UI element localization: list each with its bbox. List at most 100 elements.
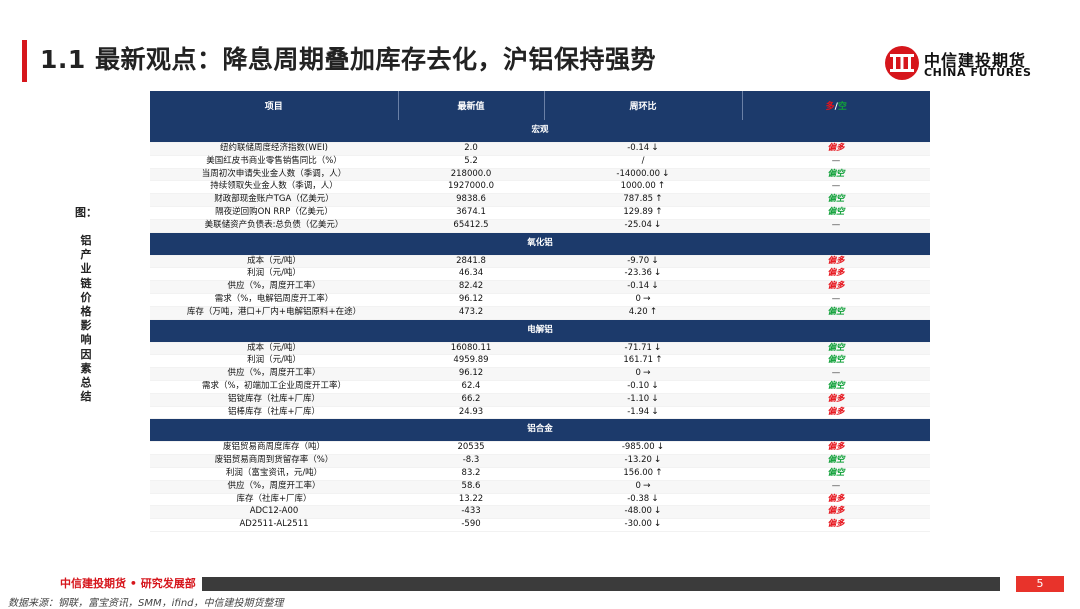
section-row: 氧化铝: [150, 232, 930, 256]
item-cell: 供应（%，周度开工率）: [150, 480, 398, 494]
table-row: 利润（元/吨） 4959.89 161.71 ↑ 偏空: [150, 354, 930, 369]
item-cell: 需求（%，电解铝周度开工率）: [150, 293, 398, 307]
latest-value-cell: 13.22: [398, 493, 544, 507]
item-cell: 美国红皮书商业零售销售同比（%）: [150, 155, 398, 169]
trend-arrow-icon: ↓: [653, 506, 662, 517]
figure-label-chars: 铝产业链价格影响因素总结: [74, 234, 98, 404]
signal-cell: 偏多: [742, 406, 930, 420]
item-cell: 铝棒库存（社库+厂库）: [150, 406, 398, 420]
change-cell: 156.00 ↑: [544, 467, 742, 481]
latest-value-cell: 473.2: [398, 306, 544, 320]
section-row: 电解铝: [150, 319, 930, 343]
trend-arrow-icon: ↓: [651, 406, 659, 417]
logo-english-name: CHINA FUTURES: [924, 66, 1032, 79]
change-cell: -71.71 ↓: [544, 342, 742, 356]
change-value: -48.00: [624, 506, 652, 517]
item-cell: 美联储资产负债表:总负债（亿美元）: [150, 219, 398, 233]
change-cell: -9.70 ↓: [544, 255, 742, 269]
latest-value-cell: 5.2: [398, 155, 544, 169]
section-row: 铝合金: [150, 418, 930, 443]
figure-side-label: 图： 铝产业链价格影响因素总结: [74, 204, 98, 404]
table-row: 供应（%，周度开工率） 58.6 0 → —: [150, 480, 930, 494]
change-value: 1000.00: [620, 181, 656, 192]
item-cell: 成本（元/吨）: [150, 255, 398, 269]
item-cell: AD2511-AL2511: [150, 518, 398, 532]
signal-cell: 偏多: [742, 493, 930, 507]
footer-brand: 中信建投期货 • 研究发展部: [0, 576, 202, 592]
figure-label-char: 因: [80, 347, 92, 361]
figure-label-char: 链: [80, 276, 92, 290]
change-value: /: [641, 155, 645, 166]
signal-cell: 偏空: [742, 354, 930, 369]
signal-cell: 偏空: [742, 342, 930, 356]
trend-arrow-icon: ↓: [662, 168, 670, 179]
trend-arrow-icon: ↑: [655, 194, 663, 205]
title-accent-bar: [22, 40, 27, 82]
figure-label-char: 铝: [80, 234, 92, 247]
latest-value-cell: 24.93: [398, 406, 544, 420]
item-cell: 财政部现金账户TGA（亿美元）: [150, 193, 398, 207]
change-value: -30.00: [624, 519, 652, 530]
item-cell: 供应（%，周度开工率）: [150, 367, 398, 381]
signal-cell: 偏空: [742, 467, 930, 481]
table-row: 财政部现金账户TGA（亿美元） 9838.6 787.85 ↑ 偏空: [150, 193, 930, 207]
trend-arrow-icon: ↑: [655, 355, 663, 366]
change-cell: 0 →: [544, 480, 742, 494]
latest-value-cell: 2.0: [398, 142, 544, 156]
item-cell: 废铝贸易商周度库存（吨）: [150, 441, 398, 456]
item-cell: 成本（元/吨）: [150, 342, 398, 356]
table-row: 美联储资产负债表:总负债（亿美元） 65412.5 -25.04 ↓ —: [150, 219, 930, 233]
trend-arrow-icon: ↓: [651, 493, 659, 504]
figure-caption: 图：: [75, 206, 97, 219]
trend-arrow-icon: ↓: [651, 393, 659, 404]
change-cell: -0.14 ↓: [544, 280, 742, 294]
table-row: 需求（%，电解铝周度开工率） 96.12 0 → —: [150, 293, 930, 307]
change-cell: -0.14 ↓: [544, 142, 742, 156]
item-cell: 供应（%，周度开工率）: [150, 280, 398, 294]
signal-cell: 偏多: [742, 142, 930, 156]
trend-arrow-icon: ↓: [653, 455, 662, 466]
signal-cell: 偏空: [742, 306, 930, 320]
latest-value-cell: 83.2: [398, 467, 544, 481]
latest-value-cell: 16080.11: [398, 342, 544, 356]
latest-value-cell: 62.4: [398, 380, 544, 394]
change-cell: -1.10 ↓: [544, 393, 742, 407]
trend-arrow-icon: →: [642, 293, 651, 304]
trend-arrow-icon: ↑: [655, 467, 663, 478]
signal-cell: 偏空: [742, 454, 930, 468]
latest-value-cell: 3674.1: [398, 206, 544, 220]
change-cell: -985.00 ↓: [544, 441, 742, 456]
trend-arrow-icon: ↓: [656, 442, 665, 453]
change-cell: -48.00 ↓: [544, 505, 742, 520]
latest-value-cell: -590: [398, 518, 544, 532]
trend-arrow-icon: ↓: [653, 342, 662, 353]
page-title: 1.1 最新观点：降息周期叠加库存去化，沪铝保持强势: [40, 45, 656, 74]
signal-cell: 偏多: [742, 255, 930, 269]
table-row: 持续领取失业金人数（季调，人） 1927000.0 1000.00 ↑ —: [150, 180, 930, 195]
section-title: 电解铝: [150, 319, 930, 343]
table-row: 当周初次申请失业金人数（季调，人） 218000.0 -14000.00 ↓ 偏空: [150, 168, 930, 182]
table-row: 铝锭库存（社库+厂库） 66.2 -1.10 ↓ 偏多: [150, 393, 930, 407]
figure-label-char: 产: [80, 248, 92, 262]
section-title: 铝合金: [150, 418, 930, 443]
change-value: -0.14: [627, 143, 650, 153]
change-cell: -23.36 ↓: [544, 267, 742, 282]
change-value: -14000.00: [616, 168, 661, 179]
latest-value-cell: 46.34: [398, 267, 544, 282]
footer-bar: [0, 577, 1000, 591]
latest-value-cell: 66.2: [398, 393, 544, 407]
item-cell: 需求（%，初端加工企业周度开工率）: [150, 380, 398, 394]
item-cell: 隔夜逆回购ON RRP（亿美元）: [150, 206, 398, 220]
table-row: 供应（%，周度开工率） 96.12 0 → —: [150, 367, 930, 381]
table-row: 成本（元/吨） 16080.11 -71.71 ↓ 偏空: [150, 342, 930, 356]
change-cell: 0 →: [544, 367, 742, 381]
page-number: 5: [1016, 576, 1064, 592]
data-source-note: 数据来源：钢联，富宝资讯，SMM，ifind，中信建投期货整理: [8, 598, 284, 609]
table-row: 美国红皮书商业零售销售同比（%） 5.2 / —: [150, 155, 930, 169]
change-value: 787.85: [623, 194, 654, 205]
change-value: -23.36: [624, 268, 652, 279]
change-cell: 787.85 ↑: [544, 193, 742, 207]
latest-value-cell: 1927000.0: [398, 180, 544, 195]
figure-label-char: 响: [80, 333, 92, 347]
trend-arrow-icon: →: [642, 368, 651, 379]
